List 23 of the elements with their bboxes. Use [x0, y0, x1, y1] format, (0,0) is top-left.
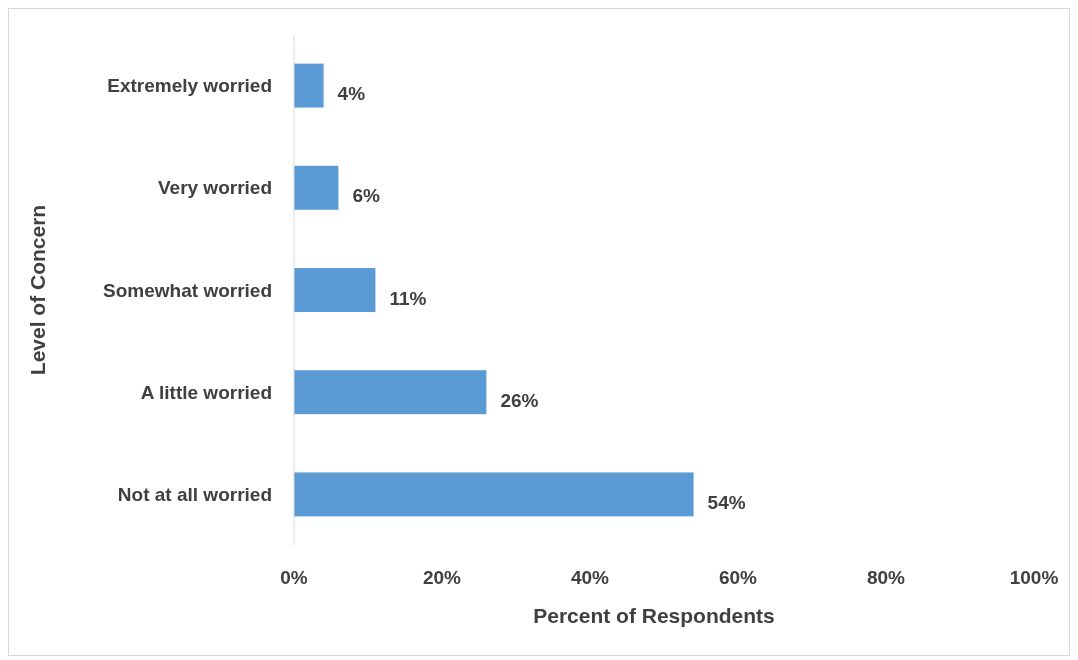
x-tick-label: 20% [422, 566, 462, 588]
y-tick-label: Extremely worried [107, 75, 272, 97]
x-tick-label: 100% [1009, 566, 1059, 588]
y-axis-title: Level of Concern [26, 204, 50, 376]
x-tick-label: 80% [866, 566, 906, 588]
data-label: 6% [352, 185, 380, 207]
bar [294, 268, 376, 312]
data-label: 26% [500, 389, 539, 411]
x-axis-title: Percent of Respondents [533, 604, 775, 628]
bar [294, 165, 339, 210]
x-tick-label: 0% [280, 566, 308, 588]
x-tick-label: 60% [718, 566, 758, 588]
bar [294, 63, 324, 108]
x-tick-label: 40% [570, 566, 610, 588]
data-label: 54% [707, 492, 746, 514]
y-tick-label: Somewhat worried [103, 279, 272, 301]
data-label: 11% [389, 287, 427, 309]
bar [294, 472, 694, 517]
y-tick-label: A little worried [140, 381, 272, 403]
data-label: 4% [337, 83, 366, 105]
y-tick-label: Not at all worried [117, 484, 272, 506]
y-tick-label: Very worried [157, 177, 272, 199]
bar [294, 370, 487, 415]
